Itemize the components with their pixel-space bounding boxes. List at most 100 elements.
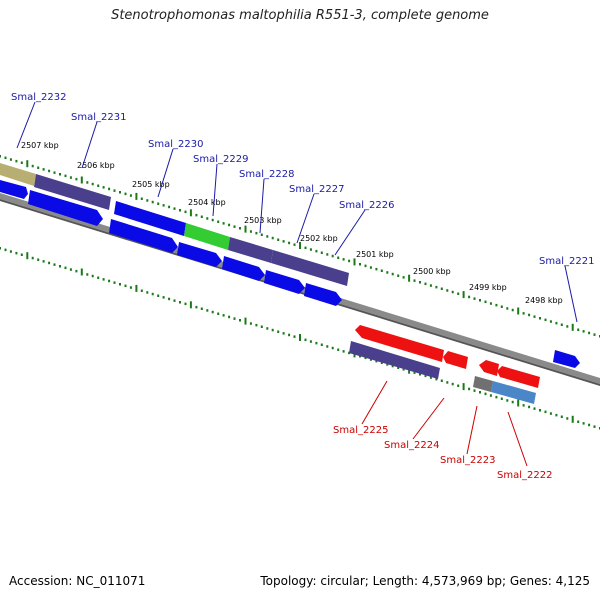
gene-label[interactable]: Smal_2228 xyxy=(239,169,294,180)
gene-arrow-blue[interactable] xyxy=(177,242,222,267)
tick-mark xyxy=(468,387,471,391)
tick-mark xyxy=(173,299,176,302)
tick-mark xyxy=(97,276,100,279)
gene-arrow-purple[interactable] xyxy=(34,174,111,210)
gene-label[interactable]: Smal_2227 xyxy=(289,184,344,195)
tick-mark xyxy=(424,374,427,378)
tick-mark xyxy=(299,334,301,341)
tick-mark xyxy=(113,189,116,192)
gene-arrow-steel[interactable] xyxy=(491,381,536,404)
tick-mark xyxy=(217,220,220,223)
gene-arrow-red[interactable] xyxy=(479,360,499,376)
gene-arrow-red[interactable] xyxy=(497,366,540,388)
tick-mark xyxy=(479,299,481,302)
tick-mark xyxy=(348,259,351,263)
tick-mark xyxy=(342,350,345,353)
tick-mark xyxy=(260,325,263,328)
tick-mark xyxy=(560,323,563,326)
tick-mark xyxy=(299,242,301,249)
tick-mark xyxy=(260,233,263,236)
tick-mark xyxy=(135,284,138,292)
gene-arrow-blue[interactable] xyxy=(109,219,178,253)
tick-mark xyxy=(397,366,400,369)
tick-mark xyxy=(233,317,236,320)
tick-mark xyxy=(462,383,465,391)
tick-mark xyxy=(331,346,334,350)
tick-mark xyxy=(342,258,345,261)
tick-mark xyxy=(473,389,476,392)
tick-mark xyxy=(151,292,154,296)
tick-mark xyxy=(266,327,269,330)
tick-mark xyxy=(593,425,596,428)
tick-mark xyxy=(566,417,569,420)
gene-arrow-blue[interactable] xyxy=(264,270,305,294)
gene-label[interactable]: Smal_2221 xyxy=(539,256,594,267)
tick-mark xyxy=(539,317,541,320)
tick-mark xyxy=(326,345,329,348)
gene-arrow-blue[interactable] xyxy=(222,256,265,281)
tick-mark xyxy=(549,412,552,415)
gene-arrow-blue[interactable] xyxy=(553,350,580,368)
gene-arrow-olive[interactable] xyxy=(0,163,36,186)
gene-label[interactable]: Smal_2226 xyxy=(339,200,394,211)
gene-arrow-red[interactable] xyxy=(443,351,468,369)
tick-mark xyxy=(140,197,143,200)
tick-mark xyxy=(255,231,258,235)
gene-label[interactable]: Smal_2222 xyxy=(497,470,552,481)
gene-arrow-blue[interactable] xyxy=(304,283,342,306)
gene-label[interactable]: Smal_2229 xyxy=(193,154,248,165)
gene-arrow-blue[interactable] xyxy=(28,190,103,226)
tick-mark xyxy=(91,274,94,278)
tick-mark xyxy=(48,261,51,265)
upper-tick-track xyxy=(0,155,600,338)
tick-mark xyxy=(304,246,307,250)
accession-text: Accession: NC_011071 xyxy=(9,574,146,588)
gene-arrow-green[interactable] xyxy=(184,223,230,250)
tick-mark xyxy=(124,284,127,288)
tick-mark xyxy=(555,321,558,325)
tick-mark xyxy=(293,243,296,246)
forward-genes xyxy=(0,163,349,286)
tick-mark xyxy=(337,256,340,259)
tick-mark xyxy=(206,217,209,220)
tick-mark xyxy=(320,343,323,346)
tick-mark xyxy=(353,258,356,266)
tick-mark xyxy=(544,318,547,322)
gene-arrow-blue[interactable] xyxy=(0,180,28,199)
gene-label[interactable]: Smal_2224 xyxy=(384,440,439,451)
scale-label: 2502 kbp xyxy=(300,234,338,243)
gene-label[interactable]: Smal_2230 xyxy=(148,139,203,150)
tick-mark xyxy=(211,310,214,314)
tick-mark xyxy=(217,312,220,315)
tick-mark xyxy=(249,322,252,325)
tick-mark xyxy=(179,301,181,304)
gene-arrow-grey[interactable] xyxy=(473,376,493,392)
gene-label[interactable]: Smal_2225 xyxy=(333,425,388,436)
gene-arrow-purple[interactable] xyxy=(228,237,273,263)
tick-mark xyxy=(429,376,432,379)
tick-mark xyxy=(31,256,34,260)
tick-mark xyxy=(151,200,154,204)
scale-label: 2504 kbp xyxy=(188,198,226,207)
tick-mark xyxy=(108,187,111,191)
tick-mark xyxy=(37,258,40,261)
gene-arrow-purple[interactable] xyxy=(271,250,349,286)
tick-mark xyxy=(211,218,214,222)
tick-mark xyxy=(277,238,280,241)
gene-label[interactable]: Smal_2223 xyxy=(440,455,495,466)
scale-label: 2505 kbp xyxy=(132,180,170,189)
tick-mark xyxy=(364,264,367,268)
topology-text: Topology: circular; Length: 4,573,969 bp… xyxy=(260,574,590,588)
tick-mark xyxy=(86,273,89,276)
gene-arrow-purple[interactable] xyxy=(349,341,440,379)
tick-mark xyxy=(9,250,12,253)
tick-mark xyxy=(571,323,574,331)
tick-mark xyxy=(468,295,471,299)
gene-label[interactable]: Smal_2231 xyxy=(71,112,126,123)
tick-mark xyxy=(359,263,361,266)
tick-mark xyxy=(495,303,498,307)
gene-label[interactable]: Smal_2232 xyxy=(11,92,66,103)
tick-mark xyxy=(588,423,591,427)
gene-arrow-blue[interactable] xyxy=(114,201,186,236)
gene-arrow-red[interactable] xyxy=(355,325,444,362)
